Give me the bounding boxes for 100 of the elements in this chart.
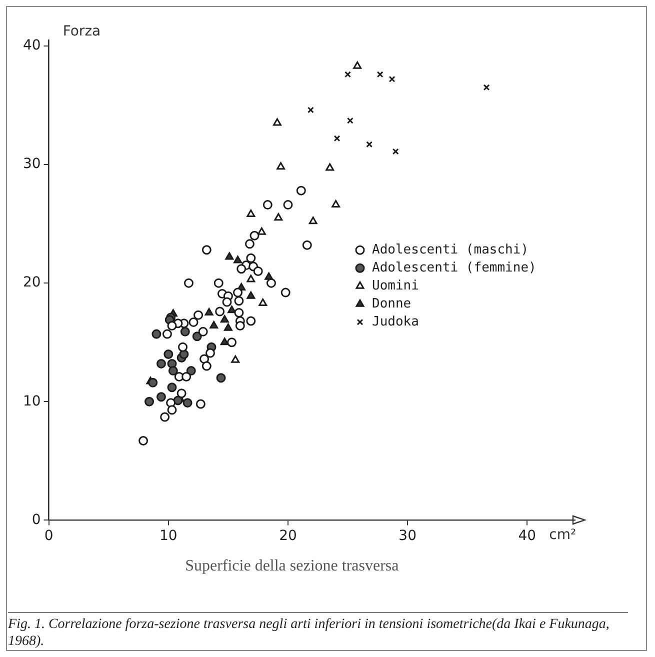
- point: [148, 378, 158, 388]
- point: [262, 200, 272, 210]
- point: [168, 366, 178, 376]
- point: [246, 210, 256, 218]
- point: [156, 392, 166, 402]
- x-tick-label: 40: [518, 528, 536, 544]
- text: cm²: [549, 526, 576, 543]
- point: [388, 76, 396, 82]
- point: [225, 252, 234, 260]
- point: [258, 298, 268, 306]
- point: [274, 213, 283, 221]
- legend-label: Uomini: [372, 278, 419, 294]
- y-tick-label: 40: [22, 38, 41, 54]
- point: [308, 216, 318, 224]
- x-tick-label: 30: [398, 528, 416, 544]
- point: [334, 135, 340, 142]
- point: [276, 162, 286, 170]
- point: [176, 388, 186, 398]
- point: [206, 348, 216, 358]
- point: [182, 398, 192, 408]
- point: [160, 412, 170, 422]
- legend-label: Judoka: [372, 314, 419, 330]
- y-tick-label: 10: [22, 393, 41, 410]
- point: [162, 329, 172, 339]
- point: [220, 315, 229, 323]
- point: [283, 200, 293, 210]
- point: [326, 163, 334, 171]
- point: [220, 338, 229, 346]
- point: [266, 278, 276, 288]
- legend-label: Adolescenti (maschi): [372, 242, 529, 258]
- point: [376, 71, 384, 78]
- point: [227, 338, 237, 348]
- point: [167, 382, 177, 392]
- point: [164, 349, 174, 359]
- point: [144, 396, 154, 406]
- point: [346, 117, 354, 124]
- y-tick-label: 0: [32, 512, 41, 528]
- point: [198, 326, 208, 336]
- point: [280, 288, 290, 298]
- point: [228, 306, 236, 314]
- point: [178, 342, 188, 352]
- point: [332, 200, 340, 208]
- point: [257, 227, 266, 235]
- point: [273, 118, 282, 126]
- point: [253, 266, 263, 276]
- point: [344, 71, 352, 78]
- point: [246, 274, 256, 282]
- y-tick-label: 30: [22, 156, 41, 172]
- point: [353, 61, 362, 69]
- point: [366, 141, 373, 148]
- legend-label: Donne: [372, 296, 412, 312]
- y-axis-title: Forza: [62, 24, 101, 40]
- x-axis-title: Superficie della sezione trasversa: [185, 557, 399, 574]
- point: [224, 323, 232, 331]
- point: [216, 373, 226, 383]
- point: [392, 148, 399, 155]
- point: [234, 308, 244, 318]
- point: [188, 317, 198, 327]
- point: [138, 436, 148, 446]
- point: [215, 306, 225, 316]
- point: [156, 358, 166, 368]
- y-tick-label: 20: [22, 274, 41, 291]
- point: [152, 329, 162, 339]
- point: [186, 366, 196, 376]
- point: [202, 245, 212, 255]
- point: [307, 106, 314, 114]
- point: [264, 272, 274, 280]
- legend-label: Adolescenti (femmine): [372, 260, 536, 276]
- point: [192, 332, 202, 342]
- point: [236, 264, 246, 274]
- point: [204, 308, 214, 316]
- point: [196, 399, 206, 409]
- point: [302, 240, 312, 250]
- point: [180, 326, 190, 336]
- point: [184, 278, 194, 288]
- point: [200, 354, 210, 364]
- point: [296, 186, 306, 196]
- point: [234, 296, 244, 306]
- x-tick-label: 0: [44, 528, 54, 544]
- point: [202, 361, 212, 371]
- point: [246, 291, 256, 299]
- point: [235, 321, 245, 330]
- point: [250, 230, 260, 240]
- point: [194, 310, 204, 320]
- point: [167, 405, 177, 415]
- x-tick-label: 10: [159, 528, 178, 544]
- caption: Fig. 1. Correlazione forza-sezione trasversa negli arti inferiori in tensioni isometriche(da Ikai e Fukunaga, 1968).: [8, 612, 628, 650]
- point: [234, 256, 242, 264]
- point: [210, 321, 218, 328]
- point: [246, 253, 256, 263]
- point: [483, 84, 490, 91]
- point: [246, 316, 256, 326]
- point: [214, 278, 224, 288]
- point: [167, 321, 177, 330]
- x-tick-label: 20: [279, 528, 297, 544]
- point: [244, 239, 254, 249]
- point: [231, 355, 240, 363]
- point: [182, 372, 192, 382]
- point: [233, 288, 243, 298]
- point: [222, 297, 232, 307]
